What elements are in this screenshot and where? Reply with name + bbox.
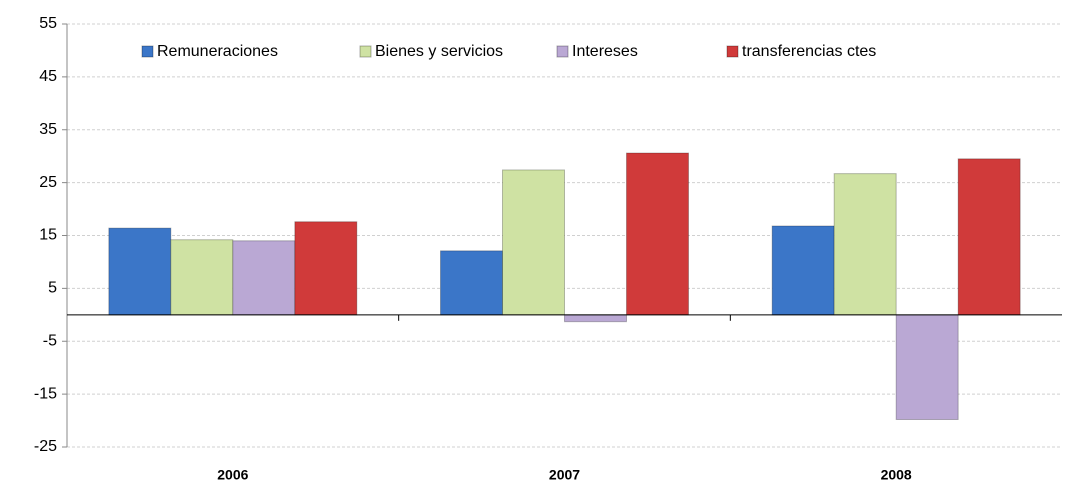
legend-label: Intereses — [572, 43, 638, 60]
bar — [232, 240, 296, 316]
bar — [108, 227, 172, 316]
bar — [502, 169, 565, 316]
legend-label: transferencias ctes — [742, 43, 876, 60]
bar — [626, 152, 689, 316]
x-tick-label: 2008 — [881, 467, 912, 483]
y-tick-label: -15 — [34, 385, 57, 402]
legend-swatch — [556, 45, 569, 58]
bar — [957, 158, 1021, 316]
bar — [771, 225, 835, 316]
bar — [895, 314, 959, 421]
x-tick-label: 2007 — [549, 467, 580, 483]
legend-swatch — [141, 45, 154, 58]
bar — [294, 221, 358, 316]
y-tick-label: 5 — [48, 280, 57, 297]
bar — [564, 314, 627, 323]
legend-label: Bienes y servicios — [375, 43, 503, 60]
y-tick-label: 55 — [39, 15, 57, 32]
legend-swatch — [359, 45, 372, 58]
y-tick-label: -5 — [43, 332, 57, 349]
y-tick-label: 35 — [39, 121, 57, 138]
bar — [170, 239, 234, 316]
y-tick-label: 25 — [39, 174, 57, 191]
bar — [833, 173, 897, 316]
legend-label: Remuneraciones — [157, 43, 278, 60]
legend-swatch — [726, 45, 739, 58]
x-tick-label: 2006 — [217, 467, 248, 483]
y-tick-label: 15 — [39, 227, 57, 244]
y-tick-label: 45 — [39, 68, 57, 85]
bar — [440, 250, 503, 316]
y-tick-label: -25 — [34, 438, 57, 455]
